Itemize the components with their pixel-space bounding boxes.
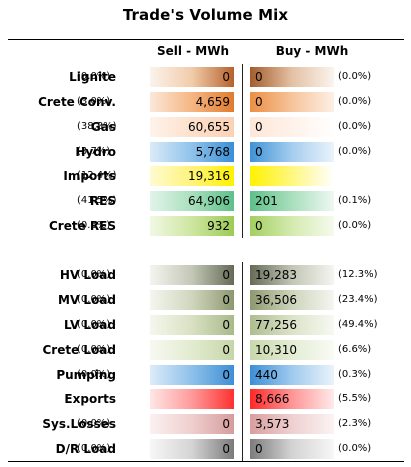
row-label: Crete Conv.	[38, 95, 116, 109]
buy-percent: (0.0%)	[338, 146, 372, 157]
sell-percent: (0.0%)	[77, 71, 111, 82]
sell-percent: (0.6%)	[77, 220, 111, 231]
table-row: Pumping (0.0%) 0 440 (0.3%)	[0, 365, 411, 385]
buy-value-cell: 3,573	[250, 414, 334, 434]
buy-percent: (23.4%)	[338, 294, 378, 305]
table-row: MV Load (0.0%) 0 36,506 (23.4%)	[0, 290, 411, 310]
buy-percent: (0.0%)	[338, 220, 372, 231]
buy-value-cell: 0	[250, 92, 334, 112]
top-rule	[8, 39, 404, 40]
buy-value-cell: 0	[250, 117, 334, 137]
buy-value-cell: 0	[250, 439, 334, 459]
sell-percent: (0.0%)	[77, 369, 111, 380]
row-label: Pumping	[56, 368, 116, 382]
bottom-rule	[8, 461, 404, 462]
sell-value-cell: 0	[150, 340, 234, 360]
buy-percent: (5.5%)	[338, 393, 372, 404]
row-label: Gas	[90, 120, 116, 134]
buy-value-cell: 77,256	[250, 315, 334, 335]
sell-value-cell: 0	[150, 265, 234, 285]
buy-percent: (0.0%)	[338, 443, 372, 454]
buy-percent: (0.0%)	[338, 71, 372, 82]
sell-value-cell: 0	[150, 315, 234, 335]
buy-percent: (0.1%)	[338, 195, 372, 206]
sell-value-cell: 0	[150, 439, 234, 459]
sell-percent: (3.0%)	[77, 96, 111, 107]
table-row: LV Load (0.0%) 0 77,256 (49.4%)	[0, 315, 411, 335]
table-row: Sys.Losses (0.0%) 0 3,573 (2.3%)	[0, 414, 411, 434]
row-label: LV Load	[63, 318, 116, 332]
buy-value-cell: 36,506	[250, 290, 334, 310]
sell-percent: (0.0%)	[77, 418, 111, 429]
buy-value-cell: 10,310	[250, 340, 334, 360]
table-row: HV Load (0.0%) 0 19,283 (12.3%)	[0, 265, 411, 285]
page-title: Trade's Volume Mix	[122, 6, 289, 24]
row-label: Hydro	[75, 145, 116, 159]
buy-percent: (0.3%)	[338, 369, 372, 380]
table-row: Crete Conv. (3.0%) 4,659 0 (0.0%)	[0, 92, 411, 112]
sell-value-cell: 0	[150, 365, 234, 385]
buy-value-cell	[250, 166, 334, 186]
row-label: MV Load	[58, 293, 116, 307]
sell-percent: (0.0%)	[77, 269, 111, 280]
sell-value-cell	[150, 389, 234, 409]
table-row: Exports 8,666 (5.5%)	[0, 389, 411, 409]
buy-value-cell: 440	[250, 365, 334, 385]
sell-percent: (38.8%)	[77, 121, 117, 132]
row-label: Lignite	[69, 70, 116, 84]
sell-percent: (12.4%)	[77, 170, 117, 181]
buy-percent: (0.0%)	[338, 121, 372, 132]
buy-value-cell: 0	[250, 216, 334, 236]
sell-value-cell: 0	[150, 290, 234, 310]
sell-value-cell: 64,906	[150, 191, 234, 211]
row-label: Imports	[63, 169, 116, 183]
sell-percent: (3.7%)	[77, 146, 111, 157]
row-label: Crete Load	[42, 343, 117, 357]
sell-percent: (0.0%)	[77, 294, 111, 305]
table-row: Crete RES (0.6%) 932 0 (0.0%)	[0, 216, 411, 236]
sell-percent: (0.0%)	[77, 443, 111, 454]
row-label: Crete RES	[49, 219, 116, 233]
table-row: D/R Load (0.0%) 0 0 (0.0%)	[0, 439, 411, 459]
buy-value-cell: 19,283	[250, 265, 334, 285]
row-label: Exports	[64, 392, 116, 406]
column-divider	[242, 262, 243, 461]
buy-percent: (2.3%)	[338, 418, 372, 429]
sell-value-cell: 4,659	[150, 92, 234, 112]
sell-value-cell: 932	[150, 216, 234, 236]
table-row: Hydro (3.7%) 5,768 0 (0.0%)	[0, 142, 411, 162]
buy-value-cell: 0	[250, 142, 334, 162]
buy-percent: (49.4%)	[338, 319, 378, 330]
buy-value-cell: 201	[250, 191, 334, 211]
table-row: Lignite (0.0%) 0 0 (0.0%)	[0, 67, 411, 87]
sell-value-cell: 19,316	[150, 166, 234, 186]
buy-percent: (6.6%)	[338, 344, 372, 355]
sell-percent: (41.5%)	[77, 195, 117, 206]
table-row: RES (41.5%) 64,906 201 (0.1%)	[0, 191, 411, 211]
buy-percent: (12.3%)	[338, 269, 378, 280]
row-label: D/R Load	[55, 442, 116, 456]
sell-value-cell: 0	[150, 414, 234, 434]
column-divider	[242, 64, 243, 238]
sell-value-cell: 5,768	[150, 142, 234, 162]
sell-header: Sell - MWh	[156, 44, 230, 58]
table-row: Imports (12.4%) 19,316	[0, 166, 411, 186]
buy-value-cell: 8,666	[250, 389, 334, 409]
row-label: Sys.Losses	[42, 417, 116, 431]
buy-value-cell: 0	[250, 67, 334, 87]
buy-header: Buy - MWh	[275, 44, 349, 58]
sell-percent: (0.0%)	[77, 319, 111, 330]
table-row: Crete Load (0.0%) 0 10,310 (6.6%)	[0, 340, 411, 360]
row-label: HV Load	[59, 268, 116, 282]
table-row: Gas (38.8%) 60,655 0 (0.0%)	[0, 117, 411, 137]
sell-value-cell: 0	[150, 67, 234, 87]
sell-value-cell: 60,655	[150, 117, 234, 137]
row-label: RES	[89, 194, 116, 208]
sell-percent: (0.0%)	[77, 344, 111, 355]
buy-percent: (0.0%)	[338, 96, 372, 107]
